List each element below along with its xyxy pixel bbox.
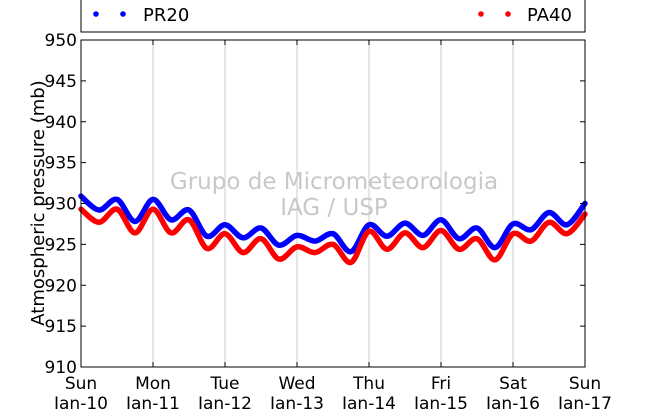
y-tick-label: 945 — [45, 72, 77, 92]
y-tick-label: 925 — [45, 235, 77, 255]
watermark-line-2: IAG / USP — [280, 195, 388, 221]
x-tick-label-date: Jan-13 — [269, 394, 324, 409]
y-tick-label: 920 — [45, 276, 77, 296]
x-tick-label-day: Thu — [352, 374, 385, 394]
legend-marker-pr20 — [93, 11, 99, 17]
x-tick-label-day: Fri — [431, 374, 451, 394]
x-tick-label-day: Mon — [135, 374, 171, 394]
x-tick-label-date: Jan-10 — [53, 394, 108, 409]
x-tick-label-day: Sun — [65, 374, 97, 394]
x-tick-label-date: Jan-11 — [125, 394, 180, 409]
x-axis: SunJan-10MonJan-11TueJan-12WedJan-13ThuJ… — [53, 40, 612, 409]
watermark: Grupo de Micrometeorologia IAG / USP — [170, 169, 498, 221]
x-tick-label-date: Jan-17 — [557, 394, 612, 409]
watermark-line-1: Grupo de Micrometeorologia — [170, 169, 498, 195]
legend-box — [80, 0, 586, 33]
legend-marker-pr20 — [120, 11, 126, 17]
x-tick-label-day: Sun — [569, 374, 601, 394]
y-tick-label: 935 — [45, 154, 77, 174]
y-tick-label: 930 — [45, 195, 77, 215]
x-tick-label-day: Tue — [209, 374, 239, 394]
legend-marker-pa40 — [505, 11, 511, 17]
x-tick-label-date: Jan-15 — [413, 394, 468, 409]
legend: PR20 PA40 — [80, 0, 586, 33]
x-tick-label-day: Sat — [499, 374, 527, 394]
x-tick-label-date: Jan-16 — [485, 394, 540, 409]
x-tick-label-date: Jan-14 — [341, 394, 396, 409]
y-axis-title: Atmospheric pressure (mb) — [28, 80, 49, 325]
series-line-pr20 — [78, 193, 588, 255]
legend-label-pa40: PA40 — [527, 5, 572, 26]
y-axis: 910 915 920 925 930 935 940 945 950 — [45, 31, 585, 378]
y-tick-label: 950 — [45, 31, 77, 51]
vertical-gridlines — [152, 40, 514, 367]
y-tick-label: 915 — [45, 317, 77, 337]
y-tick-label: 940 — [45, 113, 77, 133]
series-line-pa40 — [78, 206, 588, 266]
series-group — [78, 193, 588, 266]
legend-marker-pa40 — [478, 11, 484, 17]
legend-label-pr20: PR20 — [143, 5, 189, 26]
x-tick-label-date: Jan-12 — [197, 394, 252, 409]
y-tick-label: 910 — [45, 358, 77, 378]
x-tick-label-day: Wed — [278, 374, 315, 394]
